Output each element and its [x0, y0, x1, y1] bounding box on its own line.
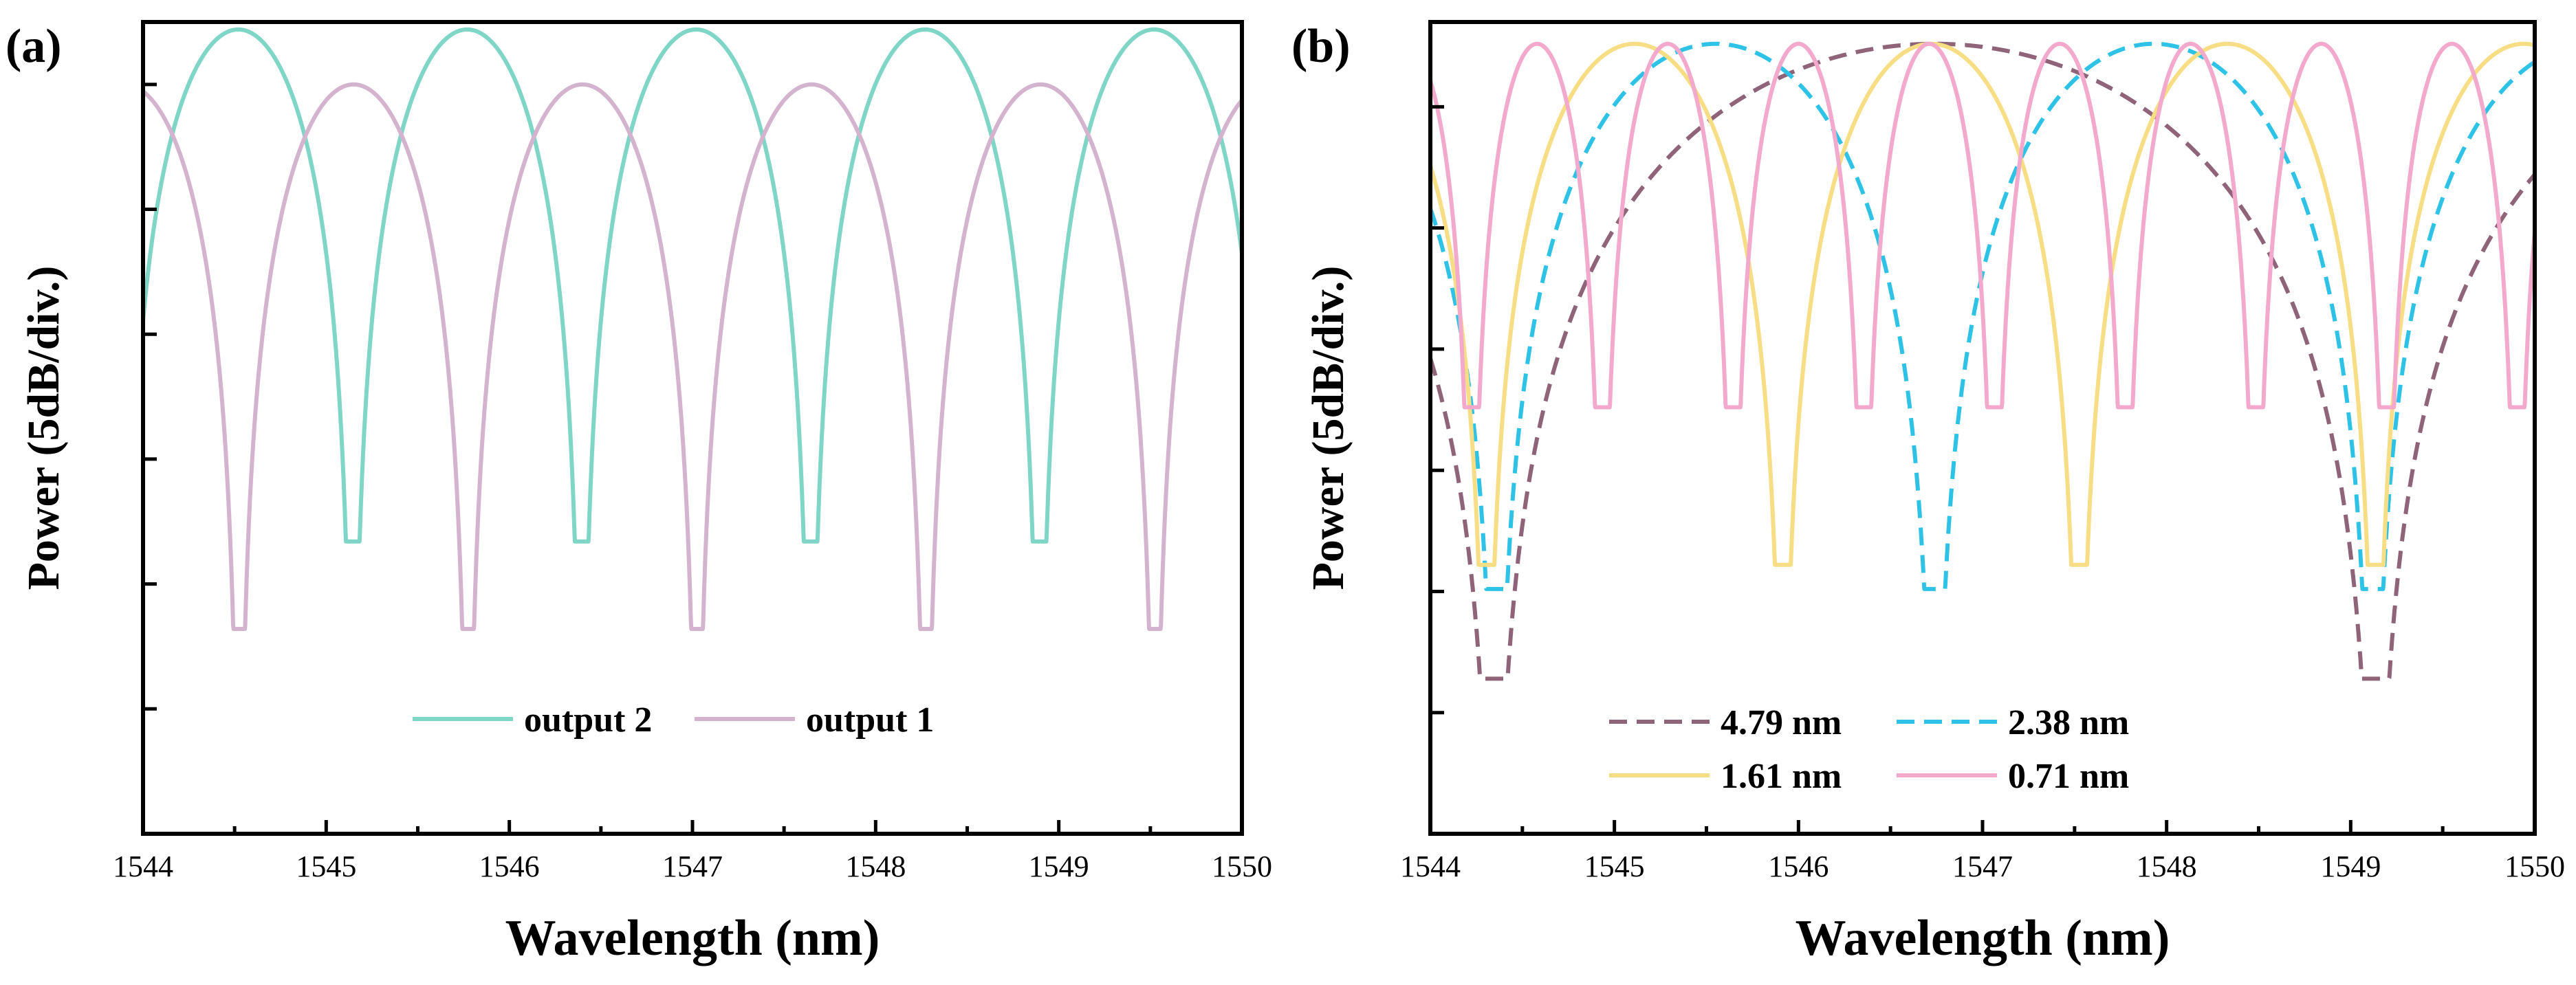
x-axis-title: Wavelength (nm): [1795, 910, 2170, 966]
x-tick-label: 1544: [1400, 850, 1461, 883]
x-tick-label: 1544: [113, 850, 173, 883]
x-tick-label: 1547: [1952, 850, 2013, 883]
plot-area: [143, 27, 1242, 631]
x-tick-label: 1547: [662, 850, 723, 883]
legend: output 2 output 1: [413, 700, 934, 740]
plot-area: [1430, 41, 2535, 681]
chart-panel-a: 1544 1545 1546 1547 1548 1549 1550 Wavelength (…: [6, 20, 1272, 966]
x-tick-label: 1546: [1768, 850, 1829, 883]
x-axis-title: Wavelength (nm): [505, 910, 880, 966]
x-tick-label: 1550: [1212, 850, 1272, 883]
x-tick-label: 1546: [479, 850, 540, 883]
series-line-0-71-nm: [1430, 41, 2535, 410]
x-tick-label: 1545: [296, 850, 356, 883]
legend-label: 0.71 nm: [2008, 757, 2129, 796]
legend-label: output 1: [806, 700, 934, 740]
series-line-output-1: [143, 82, 1242, 631]
legend-label: output 2: [524, 700, 652, 740]
series-line-output-2: [143, 27, 1242, 544]
y-axis-title: Power (5dB/div.): [19, 266, 69, 590]
x-tick-label: 1548: [2137, 850, 2197, 883]
x-tick-label: 1549: [1029, 850, 1089, 883]
legend: 4.79 nm 2.38 nm 1.61 nm 0.71 nm: [1609, 703, 2129, 796]
x-tick-label: 1545: [1584, 850, 1645, 883]
panel-label: (a): [6, 20, 62, 73]
series-line-2-38-nm: [1430, 41, 2535, 591]
x-tick-label: 1548: [845, 850, 906, 883]
series-line-1-61-nm: [1430, 41, 2535, 567]
series-line-4-79-nm: [1430, 41, 2535, 681]
plot-frame: [1428, 20, 2537, 836]
legend-label: 1.61 nm: [1721, 757, 1842, 796]
legend-label: 2.38 nm: [2008, 703, 2129, 742]
y-axis-title: Power (5dB/div.): [1303, 266, 1353, 590]
panel-label: (b): [1291, 20, 1351, 73]
x-tick-label: 1549: [2320, 850, 2381, 883]
x-tick-label: 1550: [2504, 850, 2565, 883]
legend-label: 4.79 nm: [1721, 703, 1842, 742]
chart-panel-b: 1544 1545 1546 1547 1548 1549 1550 Wavelength (…: [1291, 20, 2565, 966]
